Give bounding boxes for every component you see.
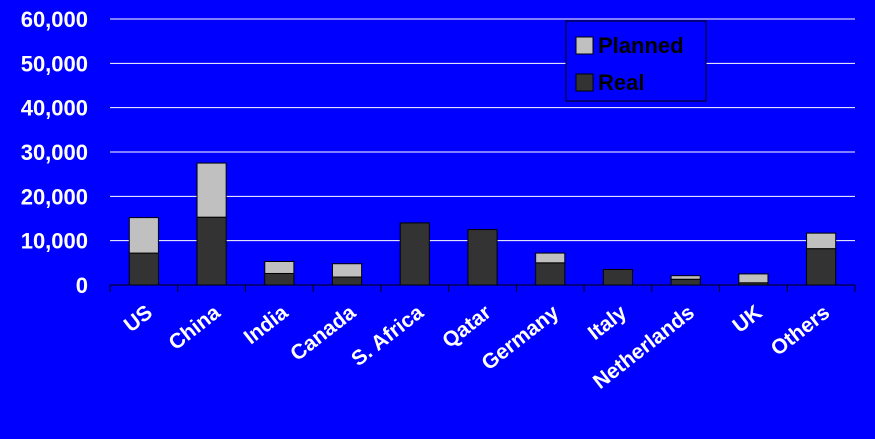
bar-segment-real — [602, 268, 634, 286]
bar-segment-real — [467, 229, 498, 286]
x-category-label: Italy — [584, 301, 632, 345]
bar-segment-planned — [331, 263, 363, 278]
x-category-label: Qatar — [438, 301, 495, 353]
bar-segment-planned — [535, 252, 566, 264]
x-axis — [109, 284, 856, 292]
y-axis-tick-labels: 60,000 50,000 40,000 30,000 20,000 10,000 0 — [21, 7, 88, 298]
bar-segment-planned — [264, 261, 295, 274]
bars — [128, 162, 837, 286]
bar-segment-planned — [738, 273, 769, 284]
bar-segment-real — [264, 272, 295, 286]
legend-label-planned: Planned — [598, 33, 684, 58]
x-category-label: China — [165, 301, 225, 355]
bar-segment-planned — [128, 217, 159, 254]
bar-segment-real — [399, 222, 430, 286]
bar-segment-real — [535, 262, 566, 286]
bar-segment-real — [196, 216, 227, 286]
y-tick-label: 0 — [76, 273, 88, 298]
bar-segment-real — [128, 252, 159, 286]
bar-segment-planned — [806, 232, 837, 250]
legend: Planned Real — [565, 20, 707, 102]
y-tick-label: 20,000 — [21, 184, 88, 209]
y-tick-label: 50,000 — [21, 51, 88, 76]
legend-swatch-real — [575, 73, 594, 92]
x-category-label: Others — [767, 301, 834, 361]
x-category-label: India — [240, 301, 293, 349]
x-category-label: Germany — [477, 301, 563, 375]
y-tick-label: 30,000 — [21, 140, 88, 165]
x-category-label: S. Africa — [347, 301, 428, 371]
bar-segment-planned — [196, 162, 227, 218]
y-tick-label: 10,000 — [21, 229, 88, 254]
bar-segment-real — [806, 248, 837, 286]
x-category-label: US — [120, 301, 157, 337]
y-tick-label: 40,000 — [21, 96, 88, 121]
bar-segment-real — [670, 278, 701, 286]
legend-label-real: Real — [598, 70, 644, 95]
bar-segment-planned — [670, 275, 701, 280]
bar-segment-real — [331, 276, 363, 286]
x-category-label: UK — [728, 301, 766, 338]
legend-swatch-planned — [575, 36, 594, 55]
y-tick-label: 60,000 — [21, 7, 88, 32]
